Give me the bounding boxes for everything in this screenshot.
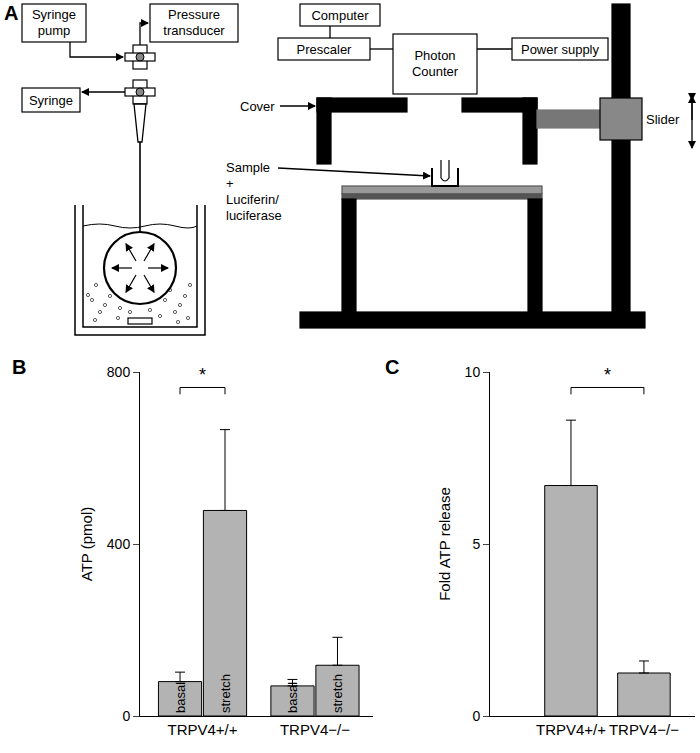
svg-text:basal: basal — [173, 682, 188, 713]
svg-text:Photon: Photon — [414, 48, 455, 63]
svg-text:Pressure: Pressure — [168, 7, 220, 22]
html-text:C: C — [385, 356, 400, 378]
html-text:A: A — [4, 2, 19, 24]
svg-text:Counter: Counter — [412, 64, 459, 79]
svg-text:Syringe: Syringe — [29, 93, 73, 108]
svg-text:luciferase: luciferase — [226, 208, 282, 223]
svg-text:Power supply: Power supply — [521, 42, 600, 57]
svg-text:5: 5 — [472, 536, 480, 552]
svg-text:Luciferin/: Luciferin/ — [226, 192, 279, 207]
svg-text:800: 800 — [107, 364, 131, 380]
svg-text:pump: pump — [38, 23, 71, 38]
svg-text:0: 0 — [122, 708, 130, 724]
svg-text:TRPV4+/+: TRPV4+/+ — [536, 721, 606, 738]
svg-text:Fold ATP release: Fold ATP release — [436, 487, 453, 601]
html-text:B: B — [12, 356, 27, 378]
svg-text:Computer: Computer — [311, 8, 369, 23]
svg-text:Cover: Cover — [240, 99, 275, 114]
svg-text:Slider: Slider — [646, 112, 680, 127]
svg-text:stretch: stretch — [218, 674, 233, 713]
svg-text:stretch: stretch — [330, 674, 345, 713]
svg-text:10: 10 — [465, 364, 481, 380]
svg-text:TRPV4−/−: TRPV4−/− — [280, 721, 350, 738]
svg-text:0: 0 — [472, 708, 480, 724]
svg-text:+: + — [226, 176, 234, 191]
svg-text:TRPV4+/+: TRPV4+/+ — [167, 721, 237, 738]
svg-text:TRPV4−/−: TRPV4−/− — [609, 721, 679, 738]
svg-text:*: * — [199, 365, 206, 385]
svg-text:transducer: transducer — [163, 23, 225, 38]
svg-text:*: * — [604, 365, 611, 385]
svg-text:basal: basal — [285, 682, 300, 713]
svg-text:ATP (pmol): ATP (pmol) — [78, 507, 95, 581]
svg-text:Sample: Sample — [226, 160, 270, 175]
svg-text:Prescaler: Prescaler — [297, 42, 353, 57]
svg-text:400: 400 — [107, 536, 131, 552]
svg-text:Syringe: Syringe — [32, 7, 76, 22]
